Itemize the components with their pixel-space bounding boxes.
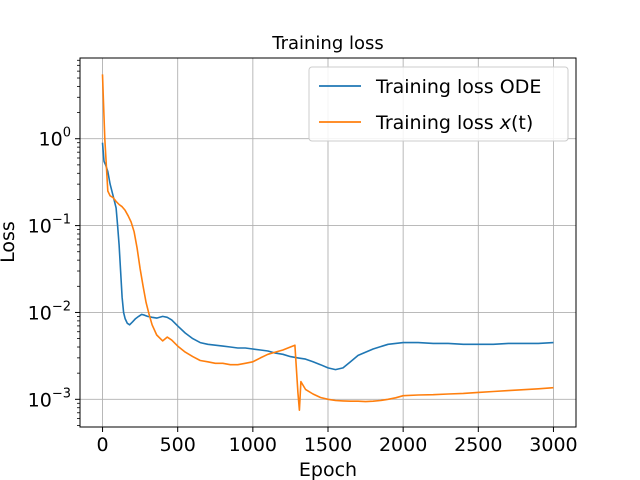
x-tick-label: 2500 xyxy=(454,434,502,456)
chart-title: Training loss xyxy=(271,33,384,54)
y-tick-label: 10−2 xyxy=(28,299,71,324)
legend-label: Training loss ODE xyxy=(375,76,541,98)
x-tick-label: 1500 xyxy=(304,434,352,456)
series-line-xt xyxy=(101,74,554,412)
legend-box xyxy=(308,66,569,142)
x-tick-label: 500 xyxy=(160,434,196,456)
axis-ticks: 0 500 1000 1500 2000 2500 3000 100 10−1 10−2 10−3 xyxy=(28,59,578,456)
x-tick-label: 1000 xyxy=(229,434,277,456)
y-axis-label: Loss xyxy=(0,221,19,263)
series-line-ode xyxy=(101,142,554,371)
series-lines xyxy=(101,74,554,412)
legend: Training loss ODE Training loss x(t) xyxy=(308,66,569,142)
y-tick-label: 10−3 xyxy=(28,386,71,411)
x-tick-label: 3000 xyxy=(529,434,577,456)
y-tick-label: 100 xyxy=(39,126,71,151)
x-axis-label: Epoch xyxy=(299,459,357,480)
y-tick-label: 10−1 xyxy=(28,213,71,238)
x-tick-label: 0 xyxy=(96,434,108,456)
x-tick-label: 2000 xyxy=(379,434,427,456)
legend-label: Training loss x(t) xyxy=(375,112,533,134)
